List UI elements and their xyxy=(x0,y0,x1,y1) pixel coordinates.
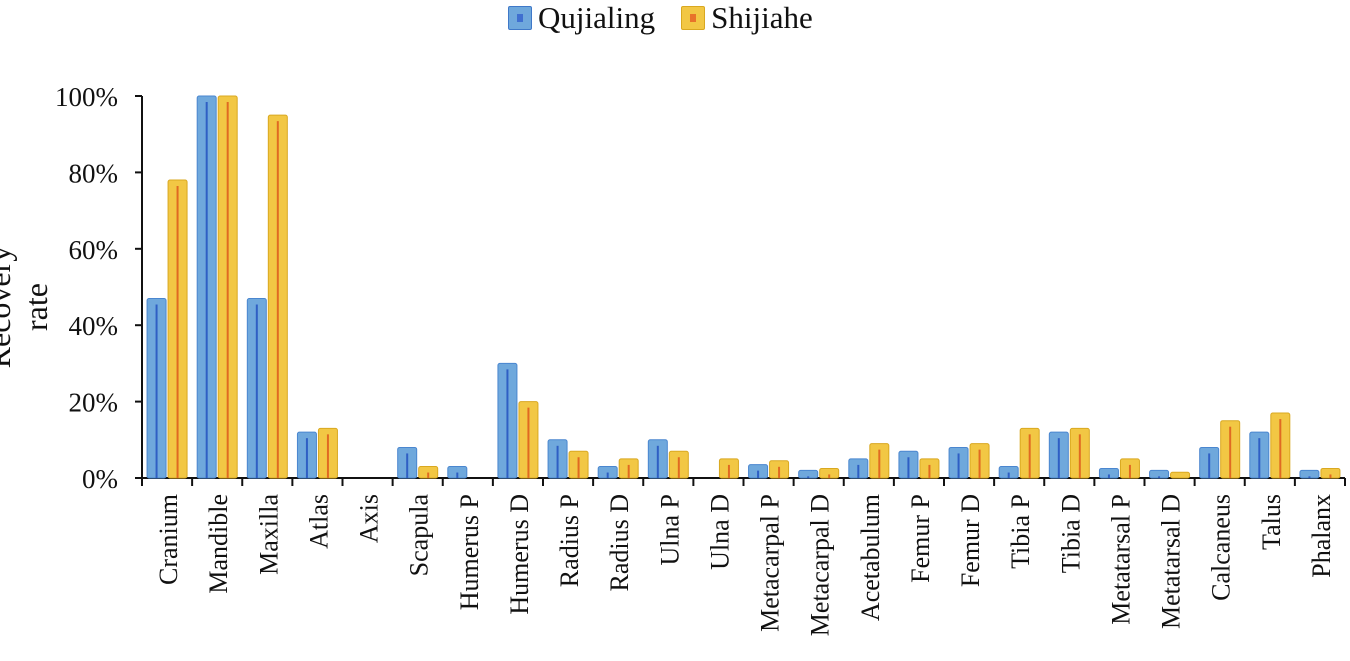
x-tick-label: Humerus D xyxy=(505,494,534,615)
x-tick-label: Cranium xyxy=(154,494,183,585)
x-tick-label: Talus xyxy=(1257,494,1286,550)
legend-item-shijiahe: Shijiahe xyxy=(681,0,813,36)
x-tick-label: Atlas xyxy=(304,494,333,549)
legend-label-qujialing: Qujialing xyxy=(538,0,656,35)
x-tick-label: Acetabulum xyxy=(856,494,885,621)
x-tick-label: Metacarpal P xyxy=(756,494,785,632)
x-tick-label: Metacarpal D xyxy=(806,494,835,636)
x-tick-label: Ulna P xyxy=(655,494,684,566)
y-tick-label: 80% xyxy=(69,158,119,188)
legend-item-qujialing: Qujialing xyxy=(508,0,655,36)
x-tick-label: Femur P xyxy=(906,494,935,583)
y-tick-label: 20% xyxy=(69,388,119,418)
x-tick-label: Scapula xyxy=(405,494,434,577)
x-tick-label: Axis xyxy=(355,494,384,543)
legend: Qujialing Shijiahe xyxy=(508,0,813,36)
x-tick-label: Radius D xyxy=(605,494,634,592)
y-tick-label: 40% xyxy=(69,311,119,341)
y-tick-label: 0% xyxy=(82,464,118,494)
legend-swatch-shijiahe xyxy=(681,6,706,30)
x-tick-label: Metatarsal D xyxy=(1157,494,1186,629)
x-tick-label: Ulna D xyxy=(705,494,734,570)
bar-shijiahe-metatarsal-d xyxy=(1170,471,1191,479)
x-tick-label: Femur D xyxy=(956,494,985,587)
legend-swatch-qujialing xyxy=(508,6,532,30)
x-tick-label: Tibia P xyxy=(1006,494,1035,569)
y-tick-label: 60% xyxy=(69,235,119,265)
x-tick-label: Humerus P xyxy=(455,494,484,610)
x-tick-label: Radius P xyxy=(555,494,584,587)
x-tick-label: Phalanx xyxy=(1307,494,1336,578)
x-tick-label: Maxilla xyxy=(254,494,283,575)
legend-label-shijiahe: Shijiahe xyxy=(711,0,813,35)
x-tick-label: Calcaneus xyxy=(1207,494,1236,601)
y-tick-label: 100% xyxy=(55,82,118,112)
x-tick-label: Mandible xyxy=(204,494,233,594)
x-tick-label: Metatarsal P xyxy=(1106,494,1135,625)
x-tick-label: Tibia D xyxy=(1056,494,1085,573)
